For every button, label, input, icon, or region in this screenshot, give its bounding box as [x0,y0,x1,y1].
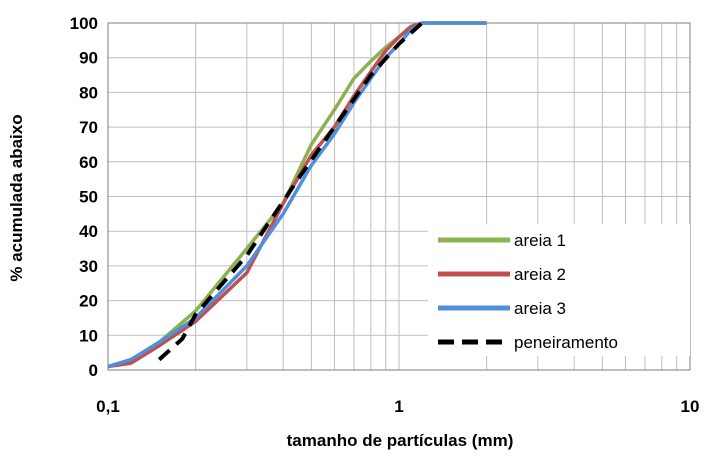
y-tick-labels: 0 10 20 30 40 50 60 70 80 90 100 [70,14,98,380]
y-tick-label: 90 [79,49,98,68]
y-tick-label: 70 [79,118,98,137]
x-tick-label: 1 [394,397,403,416]
y-tick-label: 20 [79,292,98,311]
y-tick-label: 60 [79,153,98,172]
x-tick-label: 0,1 [96,397,120,416]
x-axis-title: tamanho de partículas (mm) [287,431,514,450]
series-layer [107,21,487,369]
y-tick-label: 0 [89,361,98,380]
legend-label: areia 1 [514,231,566,250]
y-axis-title: % acumulada abaixo [7,114,26,281]
y-tick-label: 40 [79,222,98,241]
x-tick-label: 10 [681,397,700,416]
legend-label: peneiramento [514,333,618,352]
legend-label: areia 3 [514,299,566,318]
plot-frame [107,22,691,371]
y-tick-label: 30 [79,257,98,276]
legend-box [428,224,690,356]
y-tick-label: 80 [79,83,98,102]
y-tick-label: 100 [70,14,98,33]
x-tick-labels: 0,1 1 10 [96,397,699,416]
legend-label: areia 2 [514,265,566,284]
y-tick-label: 50 [79,188,98,207]
legend: areia 1 areia 2 areia 3 peneiramento [428,224,690,356]
y-tick-label: 10 [79,326,98,345]
